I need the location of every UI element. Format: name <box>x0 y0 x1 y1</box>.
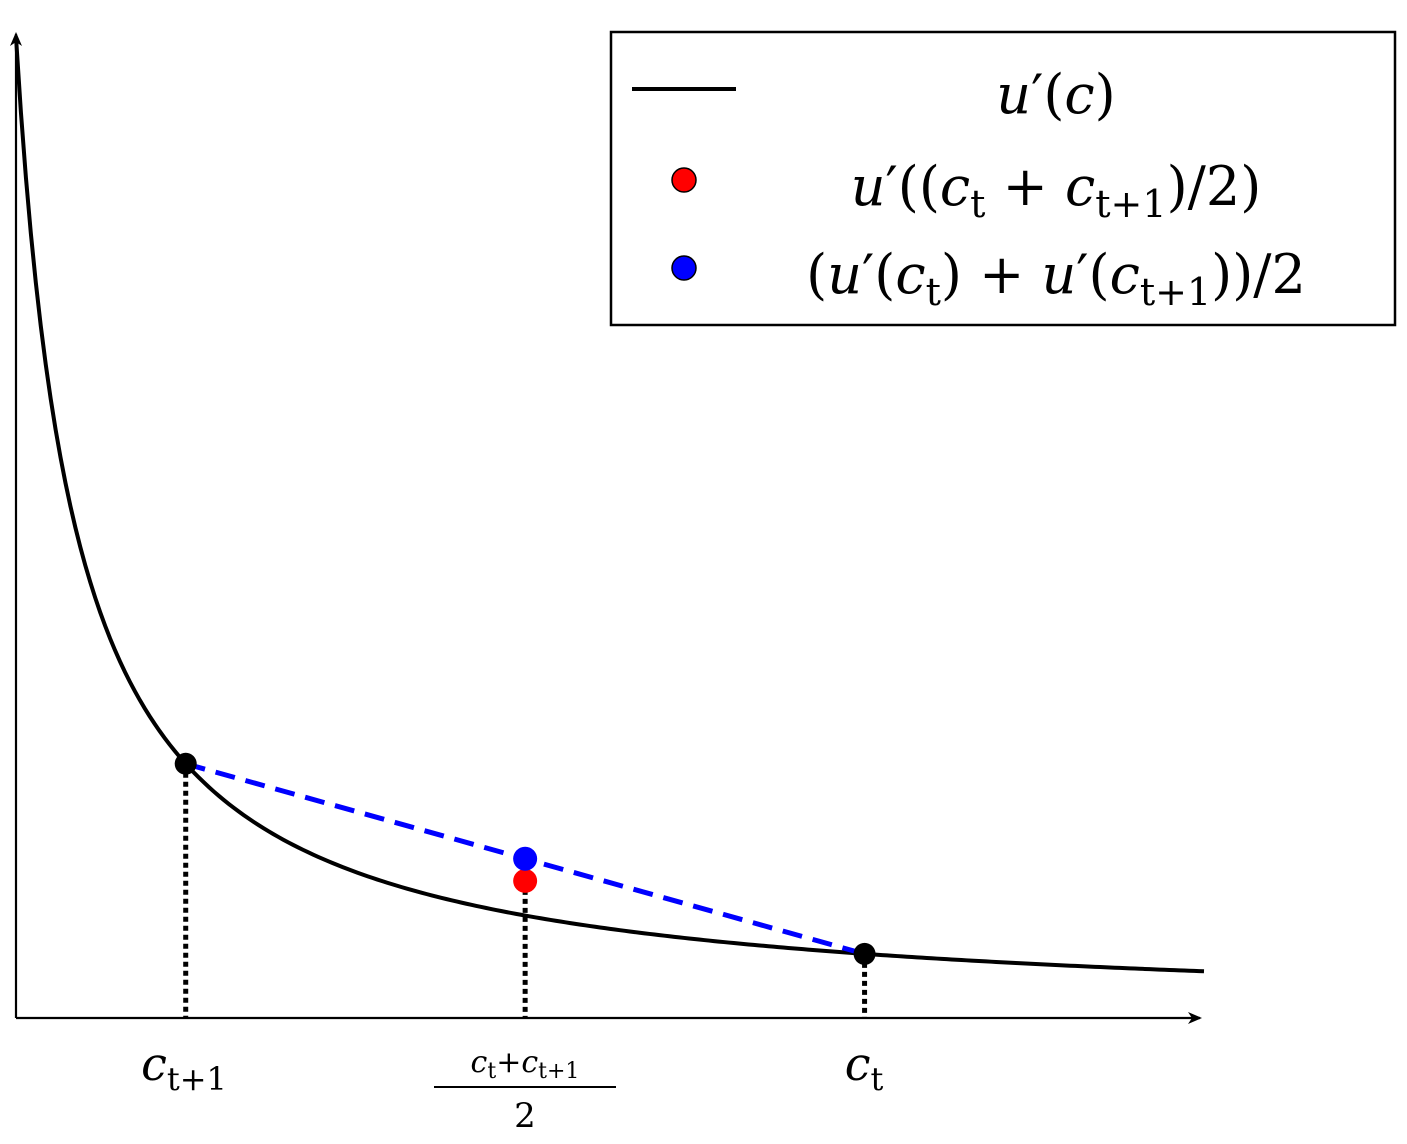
tick-label-c-t: ct <box>845 1037 884 1098</box>
legend-label-utility-of-average: u′((ct + ct+1)/2) <box>851 155 1262 226</box>
legend-box <box>609 30 1397 327</box>
tick-label-c-t1: ct+1 <box>141 1037 227 1098</box>
point-c-t1 <box>174 752 197 775</box>
tick-label-midpoint: ct+ct+1 2 <box>434 1045 616 1136</box>
legend-red-dot <box>671 167 697 193</box>
point-average-of-utility <box>513 846 538 871</box>
marginal-utility-curve <box>14 37 1205 974</box>
legend-label-curve: u′(c) <box>996 63 1115 126</box>
point-utility-of-average <box>513 868 538 893</box>
svg-text:ct+ct+1: ct+ct+1 <box>471 1045 580 1084</box>
legend-label-average-of-utility: (u′(ct) + u′(ct+1))/2 <box>806 243 1306 314</box>
legend: u′(c) u′((ct + ct+1)/2) (u′(ct) + u′(ct+… <box>609 30 1397 327</box>
point-c-t <box>853 942 876 965</box>
legend-blue-dot <box>671 255 697 281</box>
svg-text:2: 2 <box>514 1096 536 1136</box>
